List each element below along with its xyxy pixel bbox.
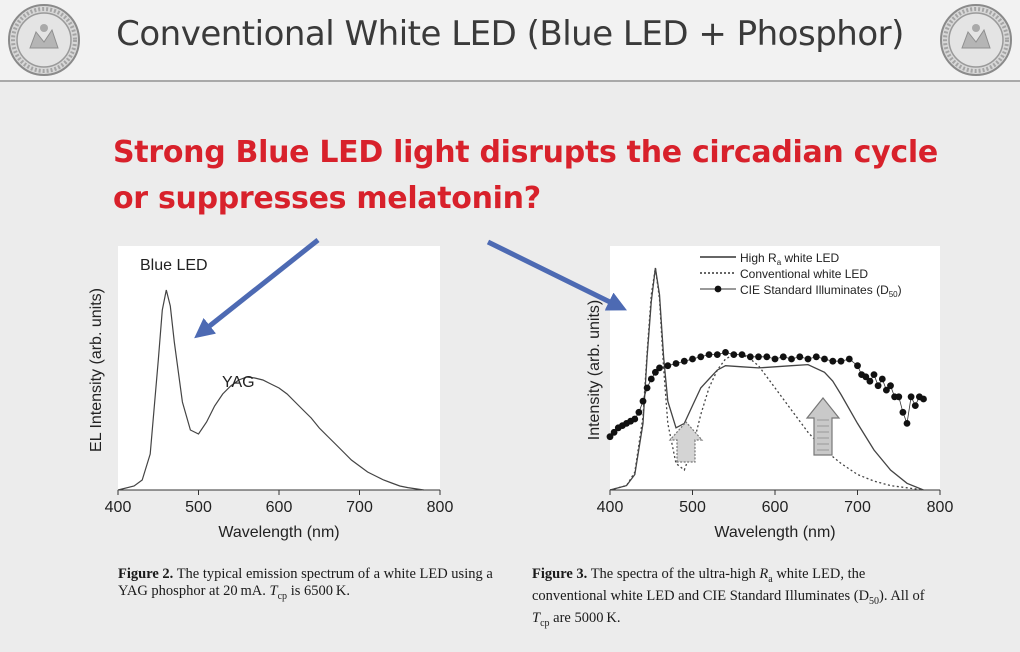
fig3-legend: High Ra white LED Conventional white LED…	[700, 251, 902, 299]
fig3-cie-point	[631, 415, 639, 423]
headline-line-1: Strong Blue LED light disrupts the circa…	[113, 135, 938, 170]
fig3-cie-point	[829, 357, 837, 365]
fig3-cie-point	[697, 353, 705, 361]
fig3-cie-point	[874, 382, 882, 390]
fig3-cie-point	[854, 362, 861, 370]
fig2-annotation-blue-led: Blue LED	[140, 257, 208, 274]
fig3-cie-point	[920, 395, 927, 403]
fig3-cie-point	[870, 371, 878, 378]
fig3-cie-point	[788, 355, 795, 363]
headline: Strong Blue LED light disrupts the circa…	[113, 130, 938, 222]
slide-header	[0, 0, 1020, 80]
fig3-cie-point	[610, 428, 618, 436]
arrow-to-blue-peak-right	[486, 239, 627, 311]
fig3-cie-point	[883, 386, 890, 394]
fig3-x-axis-label: Wavelength (nm)	[714, 524, 835, 541]
fig3-y-axis-label: Intensity (arb. units)	[586, 300, 603, 441]
fig3-x-ticks: 400 500 600 700 800	[597, 490, 954, 516]
fig3-cie-point	[730, 351, 738, 358]
fig3-cie-point	[796, 353, 804, 361]
legend-label-cie: CIE Standard Illuminates (D50)	[740, 283, 902, 299]
fig3-cie-point	[664, 362, 672, 370]
fig3-cie-point	[812, 353, 820, 361]
fig2-tick-label-400: 400	[105, 499, 132, 516]
fig2-plot-background	[118, 246, 440, 490]
fig3-cie-point	[635, 408, 643, 416]
fig3-tick-label-800: 800	[927, 499, 954, 516]
fig3-tick-label-700: 700	[844, 499, 871, 516]
fig2-annotation-yag: YAG	[222, 374, 255, 391]
university-seal-left	[8, 4, 80, 76]
fig3-cie-point	[878, 375, 886, 383]
fig3-cie-point	[911, 402, 919, 409]
legend-label-high-ra: High Ra white LED	[740, 251, 840, 267]
fig3-cie-point	[647, 375, 655, 383]
header-divider	[0, 80, 1020, 82]
figure-3-chart: 400 500 600 700 800 High Ra white LED Conven…	[586, 246, 953, 541]
fig2-y-axis-label: EL Intensity (arb. units)	[88, 288, 105, 452]
fig3-cie-point	[639, 397, 647, 405]
fig3-cie-point	[680, 357, 688, 365]
fig3-tick-label-600: 600	[762, 499, 789, 516]
fig3-cie-point	[746, 353, 754, 361]
figure-3-caption: Figure 3. The spectra of the ultra-high …	[532, 566, 925, 629]
fig3-cie-point	[652, 368, 659, 376]
fig3-gap-arrow-red	[805, 397, 841, 456]
fig2-series-line	[117, 289, 424, 491]
arrow-to-blue-peak-left	[194, 238, 320, 339]
fig3-cie-point	[895, 393, 903, 401]
fig3-cie-point	[656, 364, 663, 372]
fig3-cie-point	[713, 351, 721, 358]
fig3-tick-label-400: 400	[597, 499, 624, 516]
fig3-cie-point	[705, 351, 713, 358]
fig3-cie-point	[837, 357, 845, 365]
fig2-tick-label-600: 600	[266, 499, 293, 516]
fig3-cie-point	[899, 408, 907, 416]
fig3-cie-point	[907, 393, 915, 401]
fig2-x-ticks: 400 500 600 700 800	[105, 490, 454, 516]
fig3-cie-point	[771, 355, 779, 363]
fig2-tick-label-700: 700	[346, 499, 373, 516]
headline-line-2: or suppresses melatonin?	[113, 181, 541, 216]
fig3-cie-point	[845, 355, 853, 363]
fig3-cie-point	[821, 355, 828, 363]
fig3-cie-point	[643, 384, 651, 392]
fig3-cie-point	[763, 353, 771, 361]
fig3-cie-point	[779, 353, 787, 361]
fig2-tick-label-500: 500	[185, 499, 212, 516]
fig3-cie-point	[887, 382, 894, 390]
fig3-cie-point	[738, 351, 746, 358]
fig3-cie-point	[722, 349, 729, 356]
figure-2-caption: Figure 2. The typical emission spectrum …	[118, 566, 493, 602]
fig3-tick-label-500: 500	[679, 499, 706, 516]
university-seal-right	[940, 4, 1012, 76]
fig3-cie-point	[862, 373, 870, 381]
fig3-cie-point	[672, 360, 680, 367]
fig2-tick-label-800: 800	[427, 499, 454, 516]
fig3-cie-point	[606, 433, 614, 441]
fig3-cie-point	[866, 377, 874, 385]
figure-2-chart: 400 500 600 700 800 Blue LED YAG Wavelength …	[88, 246, 453, 541]
fig3-cie-point	[689, 355, 696, 363]
legend-label-conventional: Conventional white LED	[740, 267, 868, 281]
fig3-cie-point	[804, 355, 812, 363]
slide-title: Conventional White LED (Blue LED + Phosp…	[116, 14, 904, 54]
fig3-cie-point	[903, 420, 911, 427]
fig3-cie-point	[755, 353, 762, 361]
fig3-series-cie-dots	[606, 349, 927, 441]
fig2-x-axis-label: Wavelength (nm)	[218, 524, 339, 541]
fig3-gap-arrow-blue-green	[668, 421, 704, 463]
legend-swatch-cie-dot	[714, 285, 722, 293]
